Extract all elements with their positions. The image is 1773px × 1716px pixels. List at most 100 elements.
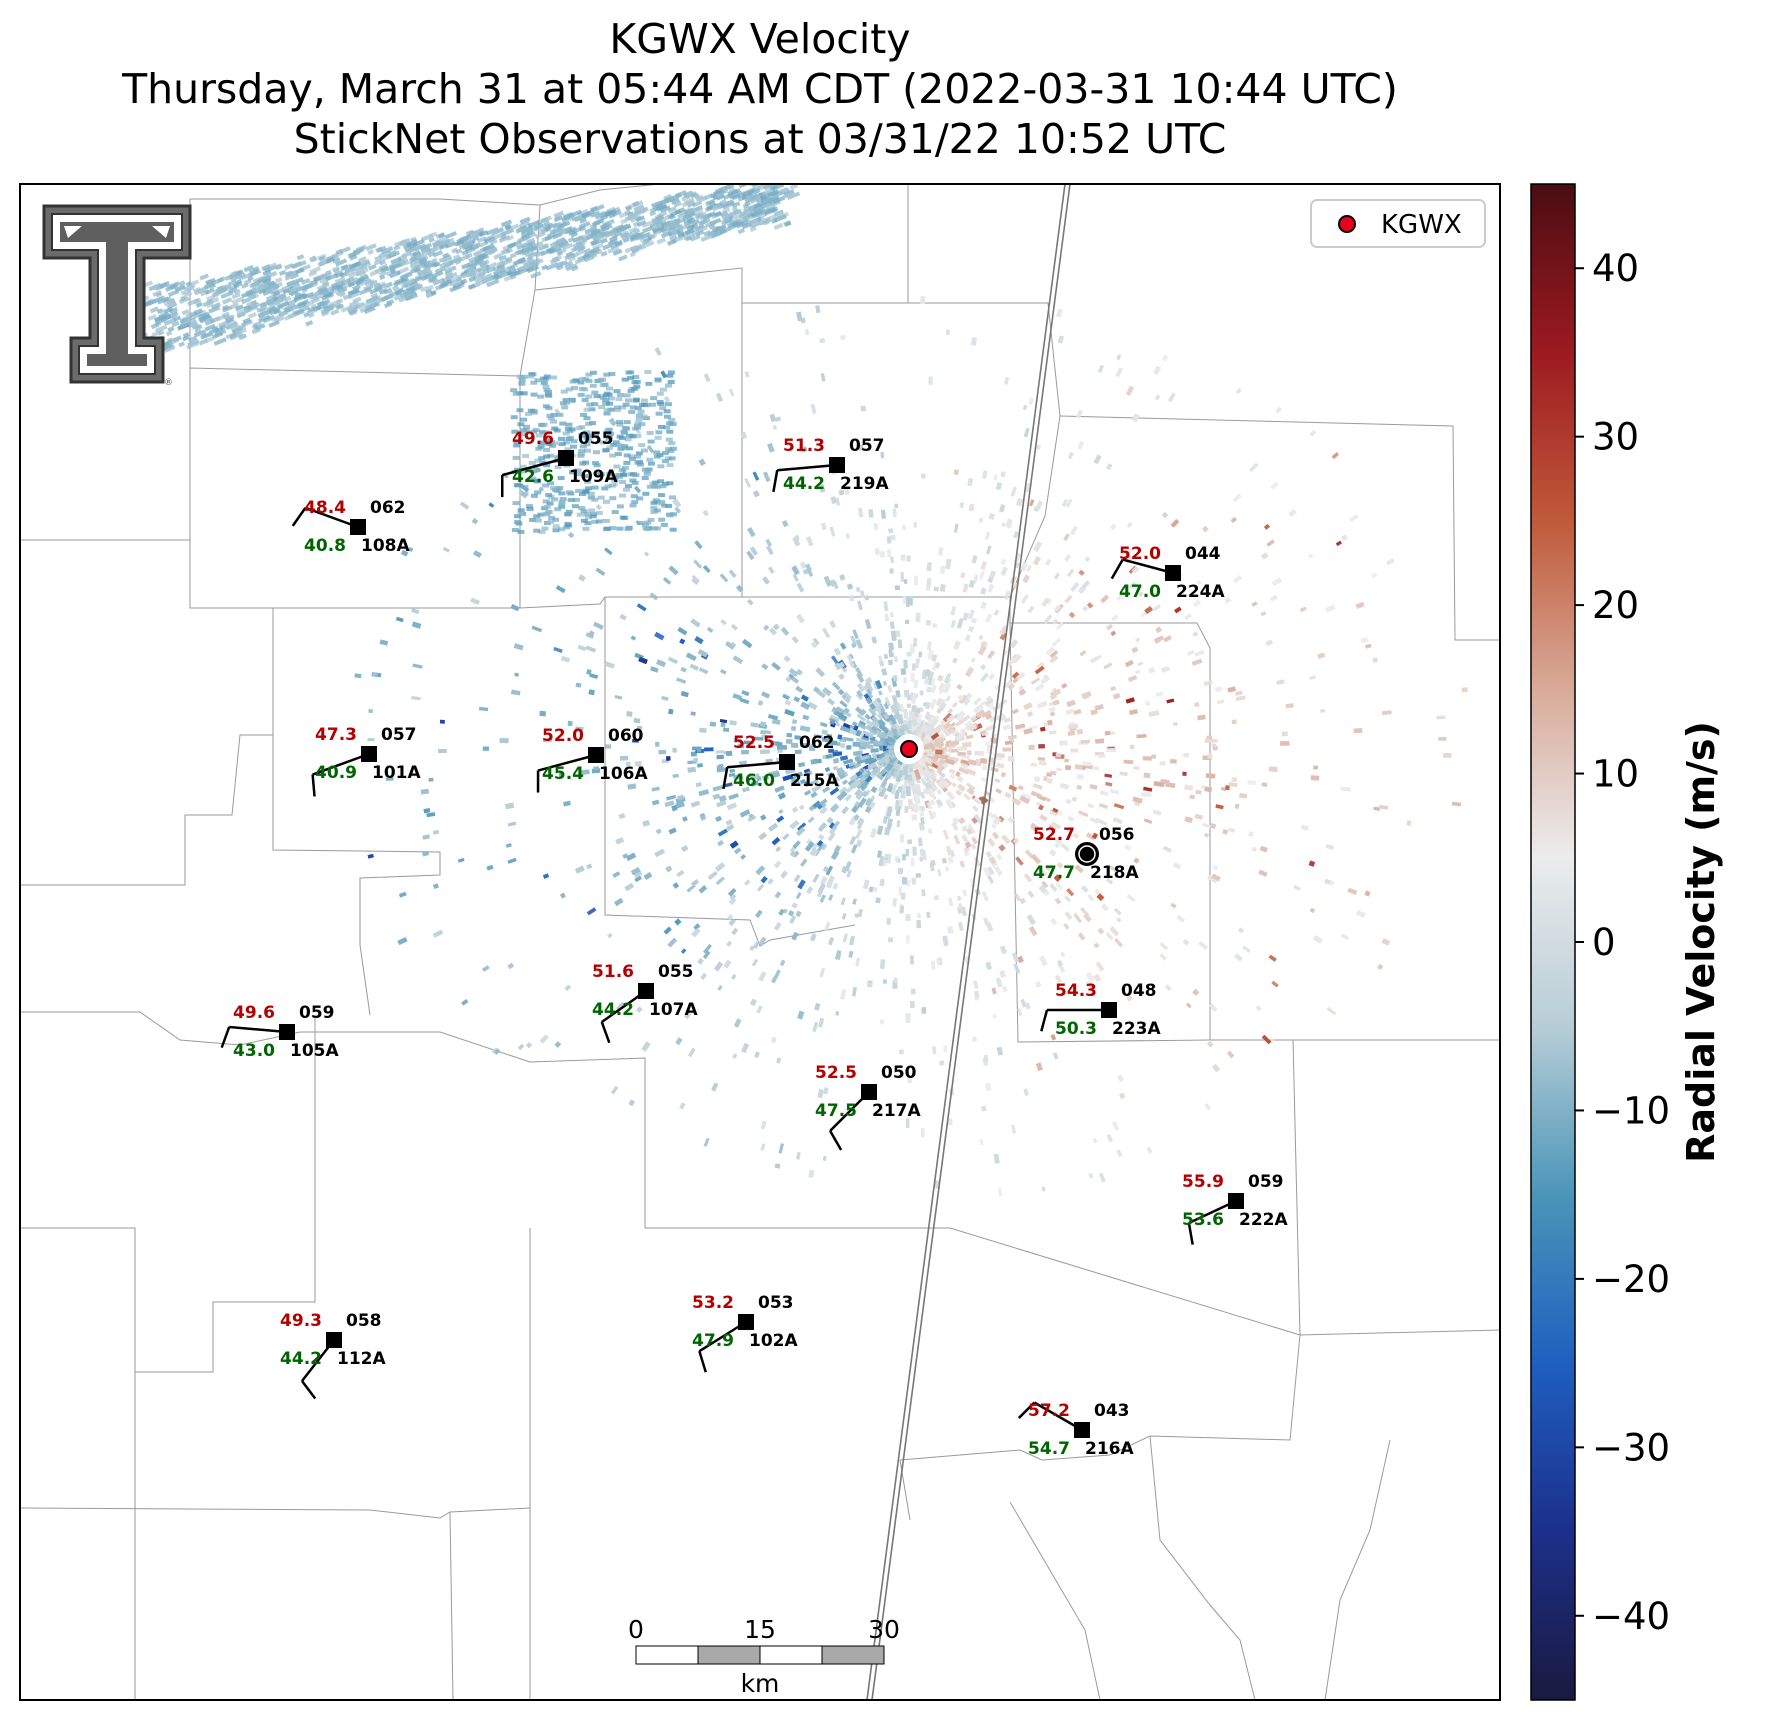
station-marker xyxy=(861,1084,877,1100)
scale-unit: km xyxy=(741,1669,780,1698)
station-speed-value: 53.6 xyxy=(1182,1210,1224,1230)
station-222A: 55.9 059 53.6 222A xyxy=(1182,1172,1288,1245)
station-wind-direction: 056 xyxy=(1099,825,1135,845)
station-wind-direction: 055 xyxy=(658,962,694,982)
station-wind-direction: 044 xyxy=(1185,544,1221,564)
texas-tech-double-t-logo: ® xyxy=(42,204,192,388)
station-speed-value: 47.0 xyxy=(1119,582,1161,602)
station-id: 105A xyxy=(290,1041,339,1061)
station-gust-value: 48.4 xyxy=(304,498,346,518)
colorbar-tick-label: 30 xyxy=(1592,416,1639,459)
station-marker xyxy=(279,1024,295,1040)
wind-barb-staff xyxy=(304,506,359,529)
station-gust-value: 49.6 xyxy=(512,429,554,449)
station-wind-direction: 048 xyxy=(1121,981,1157,1001)
wind-barb-staff xyxy=(537,753,597,772)
station-gust-value: 53.2 xyxy=(692,1293,734,1313)
station-gust-value: 52.0 xyxy=(542,726,584,746)
station-gust-value: 51.3 xyxy=(783,436,825,456)
station-id: 223A xyxy=(1112,1019,1161,1039)
station-gust-value: 52.5 xyxy=(733,733,775,753)
station-wind-direction: 058 xyxy=(346,1311,382,1331)
title-block: KGWX Velocity Thursday, March 31 at 05:4… xyxy=(0,14,1520,164)
station-gust-value: 54.3 xyxy=(1055,981,1097,1001)
wind-barb-flag xyxy=(220,1026,231,1049)
title-line-3: StickNet Observations at 03/31/22 10:52 … xyxy=(293,115,1227,163)
station-wind-direction: 057 xyxy=(381,725,417,745)
station-wind-direction: 059 xyxy=(1248,1172,1284,1192)
wind-barb-flag xyxy=(311,774,316,797)
scale-tick-30: 30 xyxy=(868,1615,900,1644)
station-marker xyxy=(1165,565,1181,581)
wind-barb-staff xyxy=(229,1025,288,1034)
station-wind-direction: 050 xyxy=(881,1063,917,1083)
wind-barb-flag xyxy=(291,507,307,527)
station-id: 101A xyxy=(372,763,421,783)
station-gust-value: 52.7 xyxy=(1033,825,1075,845)
station-speed-value: 40.8 xyxy=(304,536,346,556)
colorbar-tick-label: 20 xyxy=(1592,584,1639,627)
state-boundary-line xyxy=(866,184,1071,1700)
station-wind-direction: 055 xyxy=(578,429,614,449)
station-marker xyxy=(361,746,377,762)
colorbar-tick-label: −20 xyxy=(1592,1258,1670,1301)
station-wind-direction: 053 xyxy=(758,1293,794,1313)
station-107A: 51.6 055 44.2 107A xyxy=(592,962,698,1044)
station-speed-value: 43.0 xyxy=(233,1041,275,1061)
wind-barb-flag xyxy=(1040,1009,1049,1032)
station-gust-value: 49.3 xyxy=(280,1311,322,1331)
wind-barb-flag xyxy=(600,1021,611,1044)
station-id: 219A xyxy=(840,474,889,494)
radar-site-marker xyxy=(894,734,924,764)
station-224A: 52.0 044 47.0 224A xyxy=(1110,544,1225,602)
station-105A: 49.6 059 43.0 105A xyxy=(220,1003,339,1061)
station-216A: 57.2 043 54.7 216A xyxy=(1017,1401,1134,1459)
station-gust-value: 57.2 xyxy=(1028,1401,1070,1421)
colorbar-tick-label: 40 xyxy=(1592,247,1639,290)
station-marker xyxy=(638,983,654,999)
colorbar-tick-label: 0 xyxy=(1592,921,1616,964)
station-gust-value: 49.6 xyxy=(233,1003,275,1023)
wind-barb-staff xyxy=(501,456,567,477)
station-id: 224A xyxy=(1176,582,1225,602)
colorbar-bar xyxy=(1530,183,1576,1701)
scale-tick-0: 0 xyxy=(628,1615,644,1644)
station-id: 112A xyxy=(337,1349,386,1369)
colorbar-tick-label: −30 xyxy=(1592,1426,1670,1469)
station-speed-value: 44.2 xyxy=(592,1000,634,1020)
station-id: 222A xyxy=(1239,1210,1288,1230)
station-102A: 53.2 053 47.9 102A xyxy=(692,1293,798,1373)
map-area: 48.4 062 40.8 108A 49.6 055 42.6 109A 51.3 057 44.… xyxy=(20,184,1500,1700)
station-marker xyxy=(1101,1002,1117,1018)
station-marker xyxy=(558,450,574,466)
station-wind-direction: 059 xyxy=(299,1003,335,1023)
station-id: 109A xyxy=(569,467,618,487)
station-gust-value: 55.9 xyxy=(1182,1172,1224,1192)
wind-barb-flag xyxy=(1110,558,1124,580)
scale-tick-15: 15 xyxy=(744,1615,776,1644)
station-speed-value: 40.9 xyxy=(315,763,357,783)
station-gust-value: 52.5 xyxy=(815,1063,857,1083)
station-id: 216A xyxy=(1085,1439,1134,1459)
station-speed-value: 44.2 xyxy=(280,1349,322,1369)
colorbar: 40 30 20 10 0 −10 −20 −30 −40 Radial Velocity (m… xyxy=(1530,183,1723,1701)
station-speed-value: 47.5 xyxy=(815,1101,857,1121)
station-gust-value: 51.6 xyxy=(592,962,634,982)
wind-barb-staff xyxy=(777,463,838,472)
station-marker xyxy=(1228,1193,1244,1209)
wind-barb-flag xyxy=(722,767,729,790)
station-wind-direction: 057 xyxy=(849,436,885,456)
wind-barb-flag xyxy=(829,1130,843,1151)
station-101A: 47.3 057 40.9 101A xyxy=(311,725,421,797)
station-id: 107A xyxy=(649,1000,698,1020)
colorbar-ticks: 40 30 20 10 0 −10 −20 −30 −40 xyxy=(1575,247,1670,1638)
wind-barb-flag xyxy=(772,470,779,493)
station-speed-value: 47.9 xyxy=(692,1331,734,1351)
station-108A: 48.4 062 40.8 108A xyxy=(291,498,410,556)
station-marker xyxy=(829,457,845,473)
radar-velocity-field xyxy=(126,184,1468,1197)
station-218A: 52.7 056 47.7 218A xyxy=(1033,825,1139,883)
station-219A: 51.3 057 44.2 219A xyxy=(772,436,889,494)
station-wind-direction: 062 xyxy=(799,733,835,753)
